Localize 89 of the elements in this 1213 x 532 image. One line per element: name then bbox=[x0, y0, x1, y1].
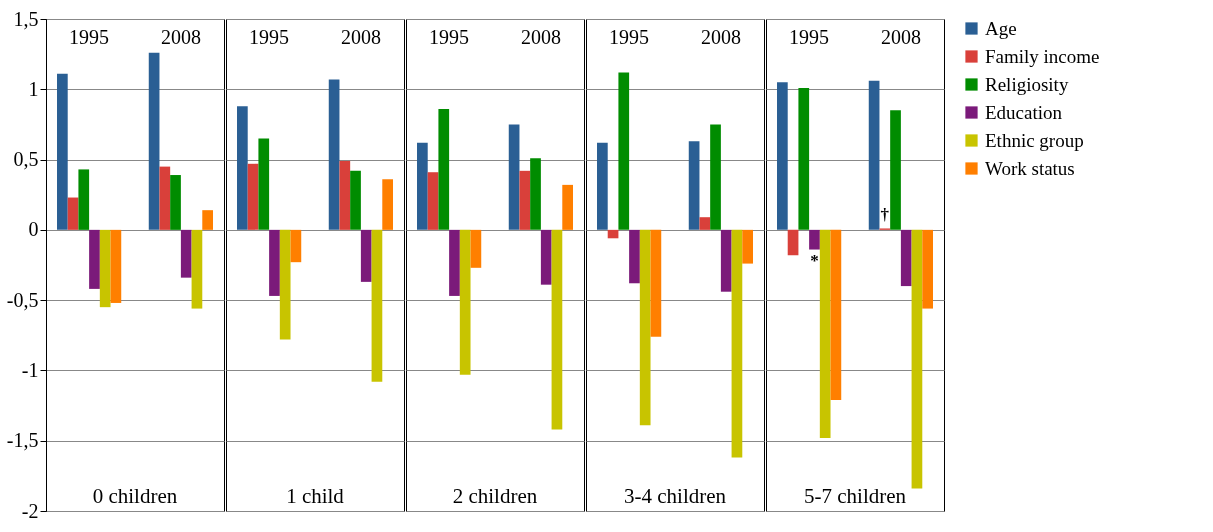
bar bbox=[519, 170, 531, 230]
bar bbox=[57, 73, 68, 230]
bar bbox=[777, 82, 788, 230]
bar bbox=[360, 229, 372, 282]
y-tick-label: -1,5 bbox=[6, 429, 39, 452]
x-tick-label: 2008 bbox=[340, 25, 381, 48]
bar bbox=[247, 163, 259, 230]
bar bbox=[180, 229, 192, 278]
bar bbox=[449, 229, 460, 296]
bar bbox=[170, 175, 181, 230]
y-tick-label: -0,5 bbox=[6, 288, 39, 311]
bar bbox=[371, 229, 383, 382]
y-tick-label: -2 bbox=[21, 499, 39, 522]
x-tick-label: 2008 bbox=[520, 25, 561, 48]
y-tick-label: 1 bbox=[28, 77, 39, 100]
bar bbox=[530, 158, 541, 230]
bar bbox=[258, 138, 270, 230]
x-tick-label: 2008 bbox=[880, 25, 921, 48]
bar bbox=[540, 229, 552, 285]
annotation: † bbox=[880, 205, 890, 225]
bar bbox=[290, 229, 302, 263]
x-tick-label: 1995 bbox=[609, 25, 650, 48]
bar bbox=[382, 179, 393, 230]
bar bbox=[279, 229, 291, 340]
y-tick-label: -1 bbox=[21, 358, 39, 381]
bar bbox=[688, 141, 700, 230]
x-tick-label: 2008 bbox=[700, 25, 741, 48]
bar bbox=[699, 217, 711, 230]
legend-label: Age bbox=[985, 17, 1017, 39]
x-axis-title: 2 children bbox=[452, 484, 538, 508]
x-tick-label: 1995 bbox=[249, 25, 290, 48]
y-tick-label: 1,5 bbox=[13, 7, 39, 30]
x-axis-title: 5-7 children bbox=[803, 484, 907, 508]
x-axis-title: 1 child bbox=[286, 484, 345, 508]
bar bbox=[350, 170, 361, 230]
bar bbox=[618, 72, 630, 230]
x-tick-label: 1995 bbox=[69, 25, 110, 48]
bar bbox=[427, 172, 439, 230]
bar bbox=[191, 229, 203, 309]
bar bbox=[650, 229, 662, 337]
bar bbox=[508, 124, 520, 230]
bar bbox=[787, 229, 799, 256]
bar bbox=[237, 106, 248, 230]
bar bbox=[470, 229, 482, 268]
bar bbox=[868, 80, 880, 230]
bar bbox=[890, 110, 901, 230]
bar bbox=[148, 52, 160, 230]
bar bbox=[99, 229, 111, 308]
bar bbox=[922, 229, 933, 309]
bar bbox=[639, 229, 651, 426]
legend-label: Religiosity bbox=[985, 73, 1069, 95]
bar bbox=[339, 160, 351, 230]
bar bbox=[720, 229, 732, 292]
legend-label: Education bbox=[985, 101, 1063, 123]
bar bbox=[78, 169, 90, 230]
legend-label: Ethnic group bbox=[985, 129, 1084, 151]
legend-label: Work status bbox=[985, 157, 1075, 179]
bar bbox=[710, 124, 721, 230]
bar bbox=[459, 229, 471, 375]
bar bbox=[819, 229, 831, 438]
y-tick-label: 0,5 bbox=[13, 148, 39, 171]
x-axis-title: 3-4 children bbox=[623, 484, 727, 508]
bar bbox=[202, 210, 213, 230]
bar bbox=[809, 229, 820, 250]
bar bbox=[551, 229, 563, 430]
x-tick-label: 2008 bbox=[160, 25, 201, 48]
bar bbox=[798, 87, 810, 230]
annotation: * bbox=[810, 250, 819, 270]
bar bbox=[830, 229, 842, 400]
bar bbox=[438, 108, 450, 230]
bar bbox=[597, 142, 608, 230]
bar bbox=[911, 229, 923, 489]
legend-label: Family income bbox=[985, 45, 1100, 67]
bar bbox=[417, 142, 428, 230]
bar bbox=[269, 229, 280, 296]
x-axis-title: 0 children bbox=[92, 484, 178, 508]
bar bbox=[159, 166, 171, 230]
bar bbox=[731, 229, 743, 458]
bar bbox=[629, 229, 640, 284]
bar bbox=[562, 184, 573, 230]
bar bbox=[89, 229, 100, 289]
bar bbox=[67, 197, 79, 230]
bar bbox=[328, 79, 340, 230]
x-tick-label: 1995 bbox=[429, 25, 470, 48]
bar bbox=[742, 229, 753, 264]
y-tick-label: 0 bbox=[28, 218, 39, 241]
bar bbox=[900, 229, 912, 287]
x-tick-label: 1995 bbox=[789, 25, 830, 48]
bar bbox=[110, 229, 122, 303]
